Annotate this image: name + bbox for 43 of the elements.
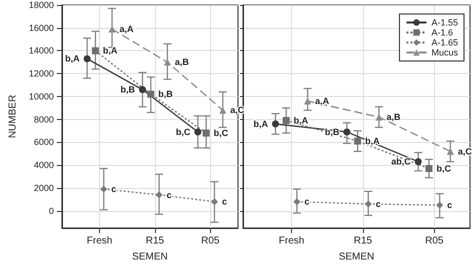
data-label: b,C [214, 128, 229, 138]
y-tick-label: 14000 [28, 46, 54, 56]
x-tick-label: R05 [201, 236, 220, 246]
x-tick-label: Fresh [278, 236, 304, 246]
y-tick-label: 16000 [28, 22, 54, 33]
y-axis-title: NUMBER [8, 94, 18, 138]
x-axis-title: SEMEN [338, 252, 374, 262]
data-label: b,A [102, 46, 118, 56]
data-label: a,B [386, 112, 401, 122]
data-label: b,A [294, 116, 309, 126]
data-label: ab,C [391, 156, 412, 167]
x-tick-label: R15 [354, 236, 373, 246]
data-label: a,A [120, 24, 134, 34]
legend-label: Mucus [431, 48, 458, 58]
data-label: b,A [65, 54, 80, 64]
data-label: c [304, 196, 310, 207]
legend-label: A-1.55 [431, 18, 458, 28]
data-label: b,C [176, 126, 191, 137]
data-label: c [111, 184, 116, 194]
data-label: c [166, 190, 172, 200]
data-label: c [376, 198, 381, 209]
y-tick-label: 4000 [34, 160, 54, 170]
x-tick-label: Fresh [86, 236, 112, 246]
data-label: b,C [436, 164, 452, 174]
y-tick-label: 6000 [34, 137, 54, 148]
y-tick-label: 8000 [34, 114, 54, 124]
data-label: c [222, 196, 227, 207]
legend-label: A-1.65 [431, 38, 458, 48]
y-tick-label: 0 [48, 206, 54, 216]
data-label: a,A [315, 96, 330, 106]
data-label: b,A [253, 118, 268, 129]
y-tick-label: 2000 [34, 182, 54, 193]
legend-label: A-1.6 [431, 28, 453, 38]
y-tick-label: 12000 [28, 68, 54, 79]
data-label: b,B [120, 84, 136, 95]
data-label: c [447, 200, 452, 210]
data-label: a,B [174, 57, 190, 68]
x-tick-label: R15 [146, 236, 165, 246]
x-tick-label: R05 [425, 236, 444, 246]
x-axis-title: SEMEN [132, 252, 168, 262]
y-tick-label: 18000 [28, 0, 54, 10]
data-label: b,B [158, 89, 174, 100]
y-tick-label: 10000 [28, 91, 54, 102]
